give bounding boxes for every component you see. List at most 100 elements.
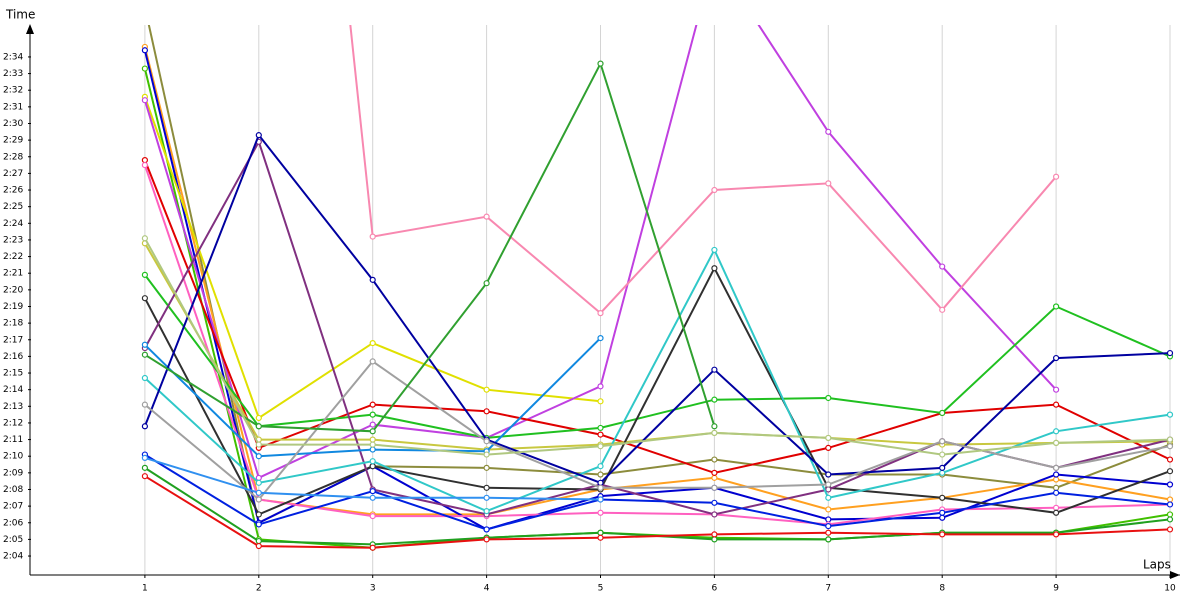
point [369, 276, 376, 283]
point [825, 434, 832, 442]
point [1166, 511, 1174, 518]
point [1166, 496, 1174, 503]
series-line [144, 266, 1171, 516]
point [141, 65, 148, 72]
y-tick-label: 2:29 [3, 136, 23, 146]
y-tick-label: 2:19 [3, 302, 23, 312]
point [1052, 464, 1060, 471]
point [825, 444, 832, 451]
point [711, 469, 718, 476]
y-tick-label: 2:32 [3, 86, 23, 96]
point [711, 366, 718, 373]
point [1052, 504, 1060, 511]
point [711, 429, 718, 437]
point [825, 494, 832, 501]
y-tick-label: 2:23 [3, 235, 23, 245]
point [369, 446, 376, 453]
point [141, 47, 148, 54]
point [369, 428, 376, 435]
point [711, 474, 718, 481]
point [597, 534, 604, 541]
point [483, 438, 490, 445]
point [483, 280, 490, 287]
x-tick-label: 7 [825, 584, 831, 594]
y-tick-label: 2:26 [3, 186, 23, 196]
point [369, 441, 376, 448]
point [483, 508, 490, 515]
point [369, 401, 376, 408]
point [369, 494, 376, 501]
point [825, 481, 832, 488]
point [141, 235, 148, 242]
plot-area [141, 25, 1174, 551]
point [825, 394, 832, 402]
point [597, 398, 604, 405]
point [141, 423, 148, 430]
point [825, 536, 832, 543]
x-tick-label: 2 [256, 584, 262, 594]
point [1052, 401, 1060, 408]
point [825, 529, 832, 536]
y-tick-label: 2:28 [3, 152, 23, 162]
point [825, 486, 832, 493]
point [1052, 173, 1060, 180]
point [1166, 349, 1174, 357]
x-axis-arrow [1170, 571, 1180, 579]
point [1166, 481, 1174, 488]
y-tick-label: 2:11 [3, 435, 23, 445]
y-tick-label: 2:09 [3, 468, 23, 478]
point [711, 423, 718, 430]
point [597, 471, 604, 478]
point [483, 386, 490, 393]
series-line [144, 360, 1171, 501]
series-line [144, 274, 1171, 439]
y-tick-label: 2:34 [3, 52, 23, 62]
point [939, 514, 946, 521]
point [141, 464, 148, 471]
y-tick-label: 2:22 [3, 252, 23, 262]
point [369, 339, 376, 347]
point [597, 496, 604, 503]
point [597, 424, 604, 432]
point [597, 60, 604, 67]
point [255, 453, 262, 460]
point [597, 509, 604, 516]
series-line [349, 25, 1057, 315]
point [141, 341, 148, 348]
point [141, 271, 148, 278]
point [939, 494, 946, 501]
point [597, 529, 604, 536]
point [369, 463, 376, 470]
y-tick-label: 2:14 [3, 385, 23, 395]
point [825, 516, 832, 523]
point [1052, 303, 1060, 310]
series-line [144, 247, 1171, 513]
x-tick-label: 4 [484, 584, 490, 594]
point [255, 542, 262, 550]
point [1166, 443, 1174, 450]
point [1166, 516, 1174, 523]
y-tick-label: 2:31 [3, 102, 23, 112]
point [255, 511, 262, 518]
y-tick-label: 2:04 [3, 552, 23, 562]
point [711, 484, 718, 491]
y-tick-label: 2:18 [3, 319, 23, 329]
point [711, 396, 718, 403]
point [255, 441, 262, 448]
point [483, 464, 490, 471]
x-tick-label: 9 [1053, 584, 1059, 594]
point [711, 499, 718, 506]
point [255, 489, 262, 496]
point [369, 458, 376, 465]
point [939, 409, 946, 417]
point [597, 310, 604, 317]
point [939, 509, 946, 516]
point [939, 531, 946, 538]
y-tick-label: 2:17 [3, 335, 23, 345]
point [825, 128, 832, 135]
point [483, 526, 490, 533]
point [825, 180, 832, 187]
point [1052, 489, 1060, 496]
y-tick-label: 2:25 [3, 202, 23, 212]
